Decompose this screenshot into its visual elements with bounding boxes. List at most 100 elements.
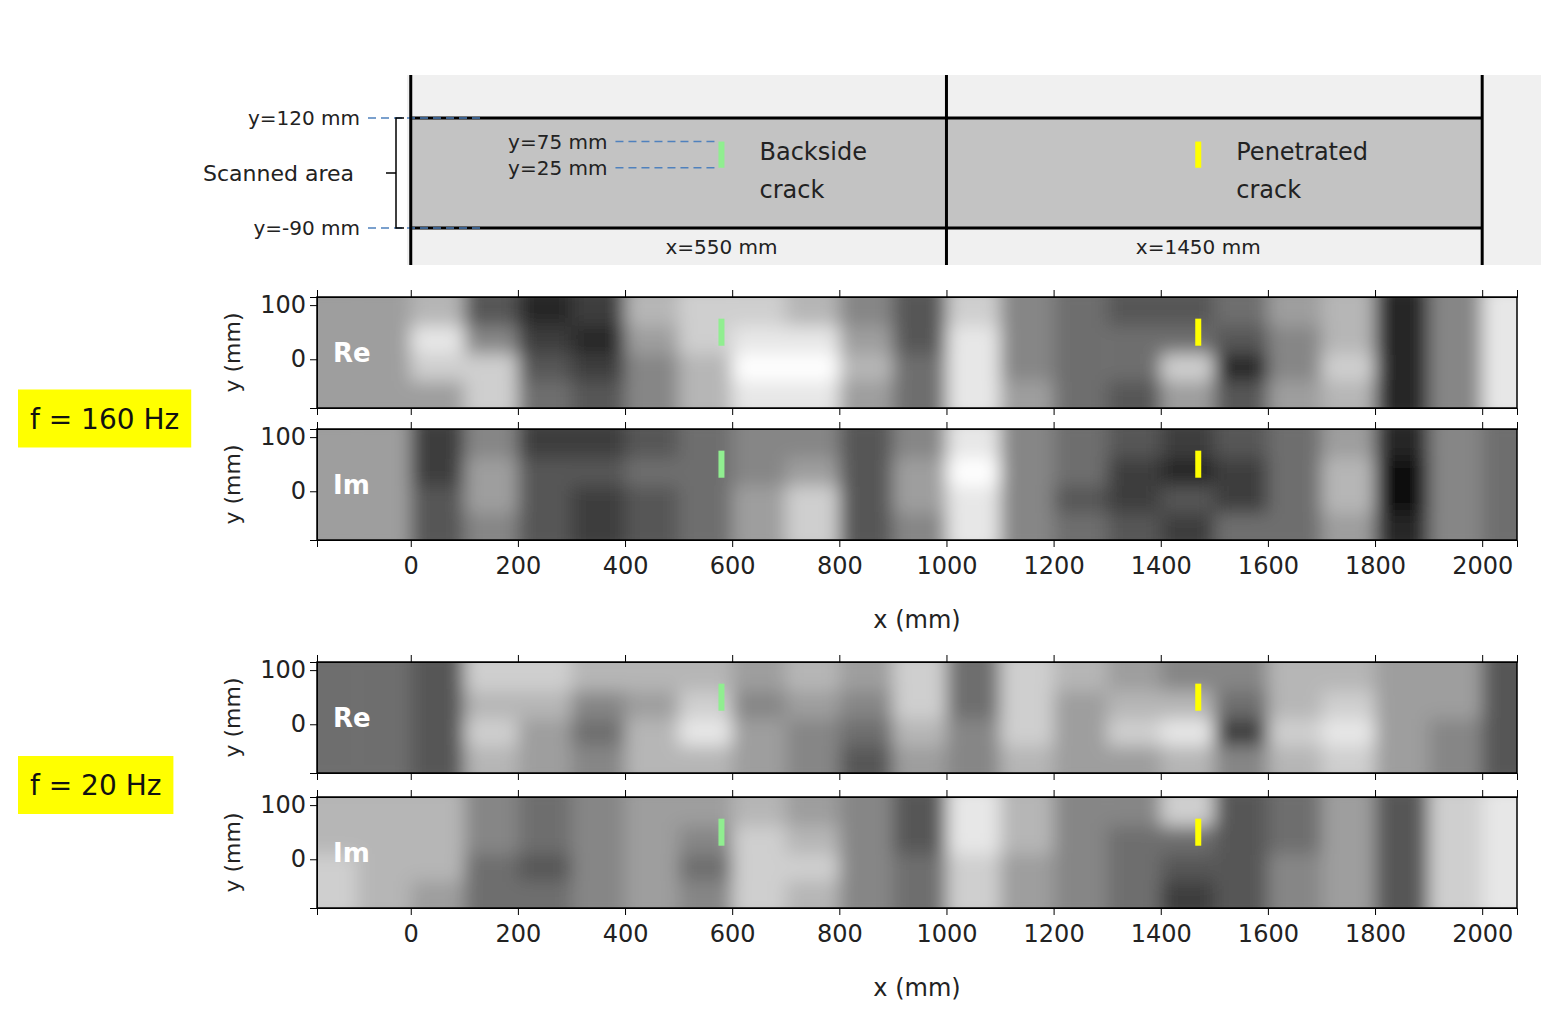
tick-mark bbox=[1268, 655, 1269, 662]
cell bbox=[893, 854, 947, 882]
cell bbox=[357, 881, 411, 908]
cell bbox=[357, 381, 411, 408]
tick-mark bbox=[625, 908, 626, 915]
cell bbox=[1375, 326, 1429, 354]
cell bbox=[839, 297, 893, 327]
cell bbox=[518, 486, 572, 514]
cell bbox=[1375, 719, 1429, 747]
tick-mark bbox=[411, 422, 412, 429]
crack-label: Backsidecrack bbox=[759, 138, 866, 204]
cell bbox=[946, 429, 1000, 459]
panel: 0200400600800100012001400160018002000010… bbox=[220, 783, 1541, 1002]
cell bbox=[317, 746, 358, 773]
x-tick bbox=[1054, 790, 1055, 797]
axis-line bbox=[318, 422, 1518, 430]
cell bbox=[1214, 662, 1268, 692]
x-tick bbox=[625, 408, 626, 415]
cell bbox=[1375, 354, 1429, 382]
x-axis-top bbox=[318, 655, 1518, 663]
cell bbox=[625, 297, 679, 327]
cell bbox=[1268, 662, 1322, 692]
tick-mark bbox=[625, 790, 626, 797]
cell bbox=[839, 881, 893, 908]
cells bbox=[317, 662, 1517, 773]
cell bbox=[1000, 662, 1054, 692]
cell bbox=[518, 797, 572, 827]
cell bbox=[1268, 458, 1322, 486]
axis-line bbox=[318, 655, 1518, 663]
cell bbox=[1161, 429, 1215, 459]
cell bbox=[1321, 719, 1375, 747]
cell bbox=[464, 719, 518, 747]
cell bbox=[946, 746, 1000, 773]
x-tick bbox=[1482, 655, 1483, 662]
x-tick bbox=[732, 655, 733, 662]
tick-mark bbox=[1161, 408, 1162, 415]
cell bbox=[732, 719, 786, 747]
cell bbox=[1429, 326, 1483, 354]
cell bbox=[1000, 719, 1054, 747]
cell bbox=[625, 326, 679, 354]
tick-mark bbox=[1375, 290, 1376, 297]
tick-mark bbox=[1161, 655, 1162, 662]
tick-mark bbox=[1482, 422, 1483, 429]
tick-mark bbox=[946, 290, 947, 297]
cell bbox=[411, 326, 465, 354]
cell bbox=[1000, 326, 1054, 354]
cell bbox=[1000, 297, 1054, 327]
plot-area bbox=[317, 429, 1517, 540]
cell bbox=[786, 297, 840, 327]
cell bbox=[679, 854, 733, 882]
plot-area bbox=[317, 797, 1517, 908]
cell bbox=[1107, 381, 1161, 408]
cell bbox=[317, 797, 358, 827]
tick-mark bbox=[1054, 540, 1055, 547]
tick-mark bbox=[518, 290, 519, 297]
cell bbox=[1268, 746, 1322, 773]
cell bbox=[893, 458, 947, 486]
cell bbox=[1161, 326, 1215, 354]
tick-mark bbox=[411, 408, 412, 415]
x-tick: 600 bbox=[710, 540, 756, 580]
crack-x-label: x=1450 mm bbox=[1136, 235, 1261, 259]
x-tick bbox=[839, 655, 840, 662]
tick-mark bbox=[411, 790, 412, 797]
cell bbox=[1214, 719, 1268, 747]
y-tick-label: 0 bbox=[291, 345, 306, 373]
cell bbox=[518, 381, 572, 408]
cell bbox=[1107, 458, 1161, 486]
tick-mark bbox=[839, 773, 840, 780]
cell bbox=[1000, 746, 1054, 773]
cell bbox=[411, 381, 465, 408]
cell bbox=[1107, 354, 1161, 382]
tick-mark bbox=[946, 773, 947, 780]
cell bbox=[1214, 691, 1268, 719]
leader-line bbox=[615, 167, 715, 169]
x-tick bbox=[518, 773, 519, 780]
axis-line bbox=[318, 774, 1518, 781]
x-tick-label: 1000 bbox=[916, 920, 977, 948]
cell bbox=[786, 719, 840, 747]
cell bbox=[571, 354, 625, 382]
scanned-area-bracket bbox=[386, 118, 404, 228]
cell bbox=[1268, 326, 1322, 354]
cell bbox=[1107, 826, 1161, 854]
x-tick bbox=[732, 773, 733, 780]
cell bbox=[1321, 797, 1375, 827]
cell bbox=[1214, 797, 1268, 827]
cell bbox=[1375, 662, 1429, 692]
cell bbox=[786, 429, 840, 459]
cell bbox=[1482, 881, 1517, 908]
tick-mark bbox=[1482, 655, 1483, 662]
cell bbox=[625, 354, 679, 382]
tick-mark bbox=[518, 422, 519, 429]
cell bbox=[732, 297, 786, 327]
cell bbox=[893, 429, 947, 459]
cell bbox=[571, 486, 625, 514]
x-tick bbox=[839, 290, 840, 297]
y-tick: 100 bbox=[260, 423, 317, 451]
y-tick-label: 100 bbox=[260, 656, 306, 684]
cell bbox=[1429, 381, 1483, 408]
cell bbox=[1054, 797, 1108, 827]
cell bbox=[317, 513, 358, 540]
